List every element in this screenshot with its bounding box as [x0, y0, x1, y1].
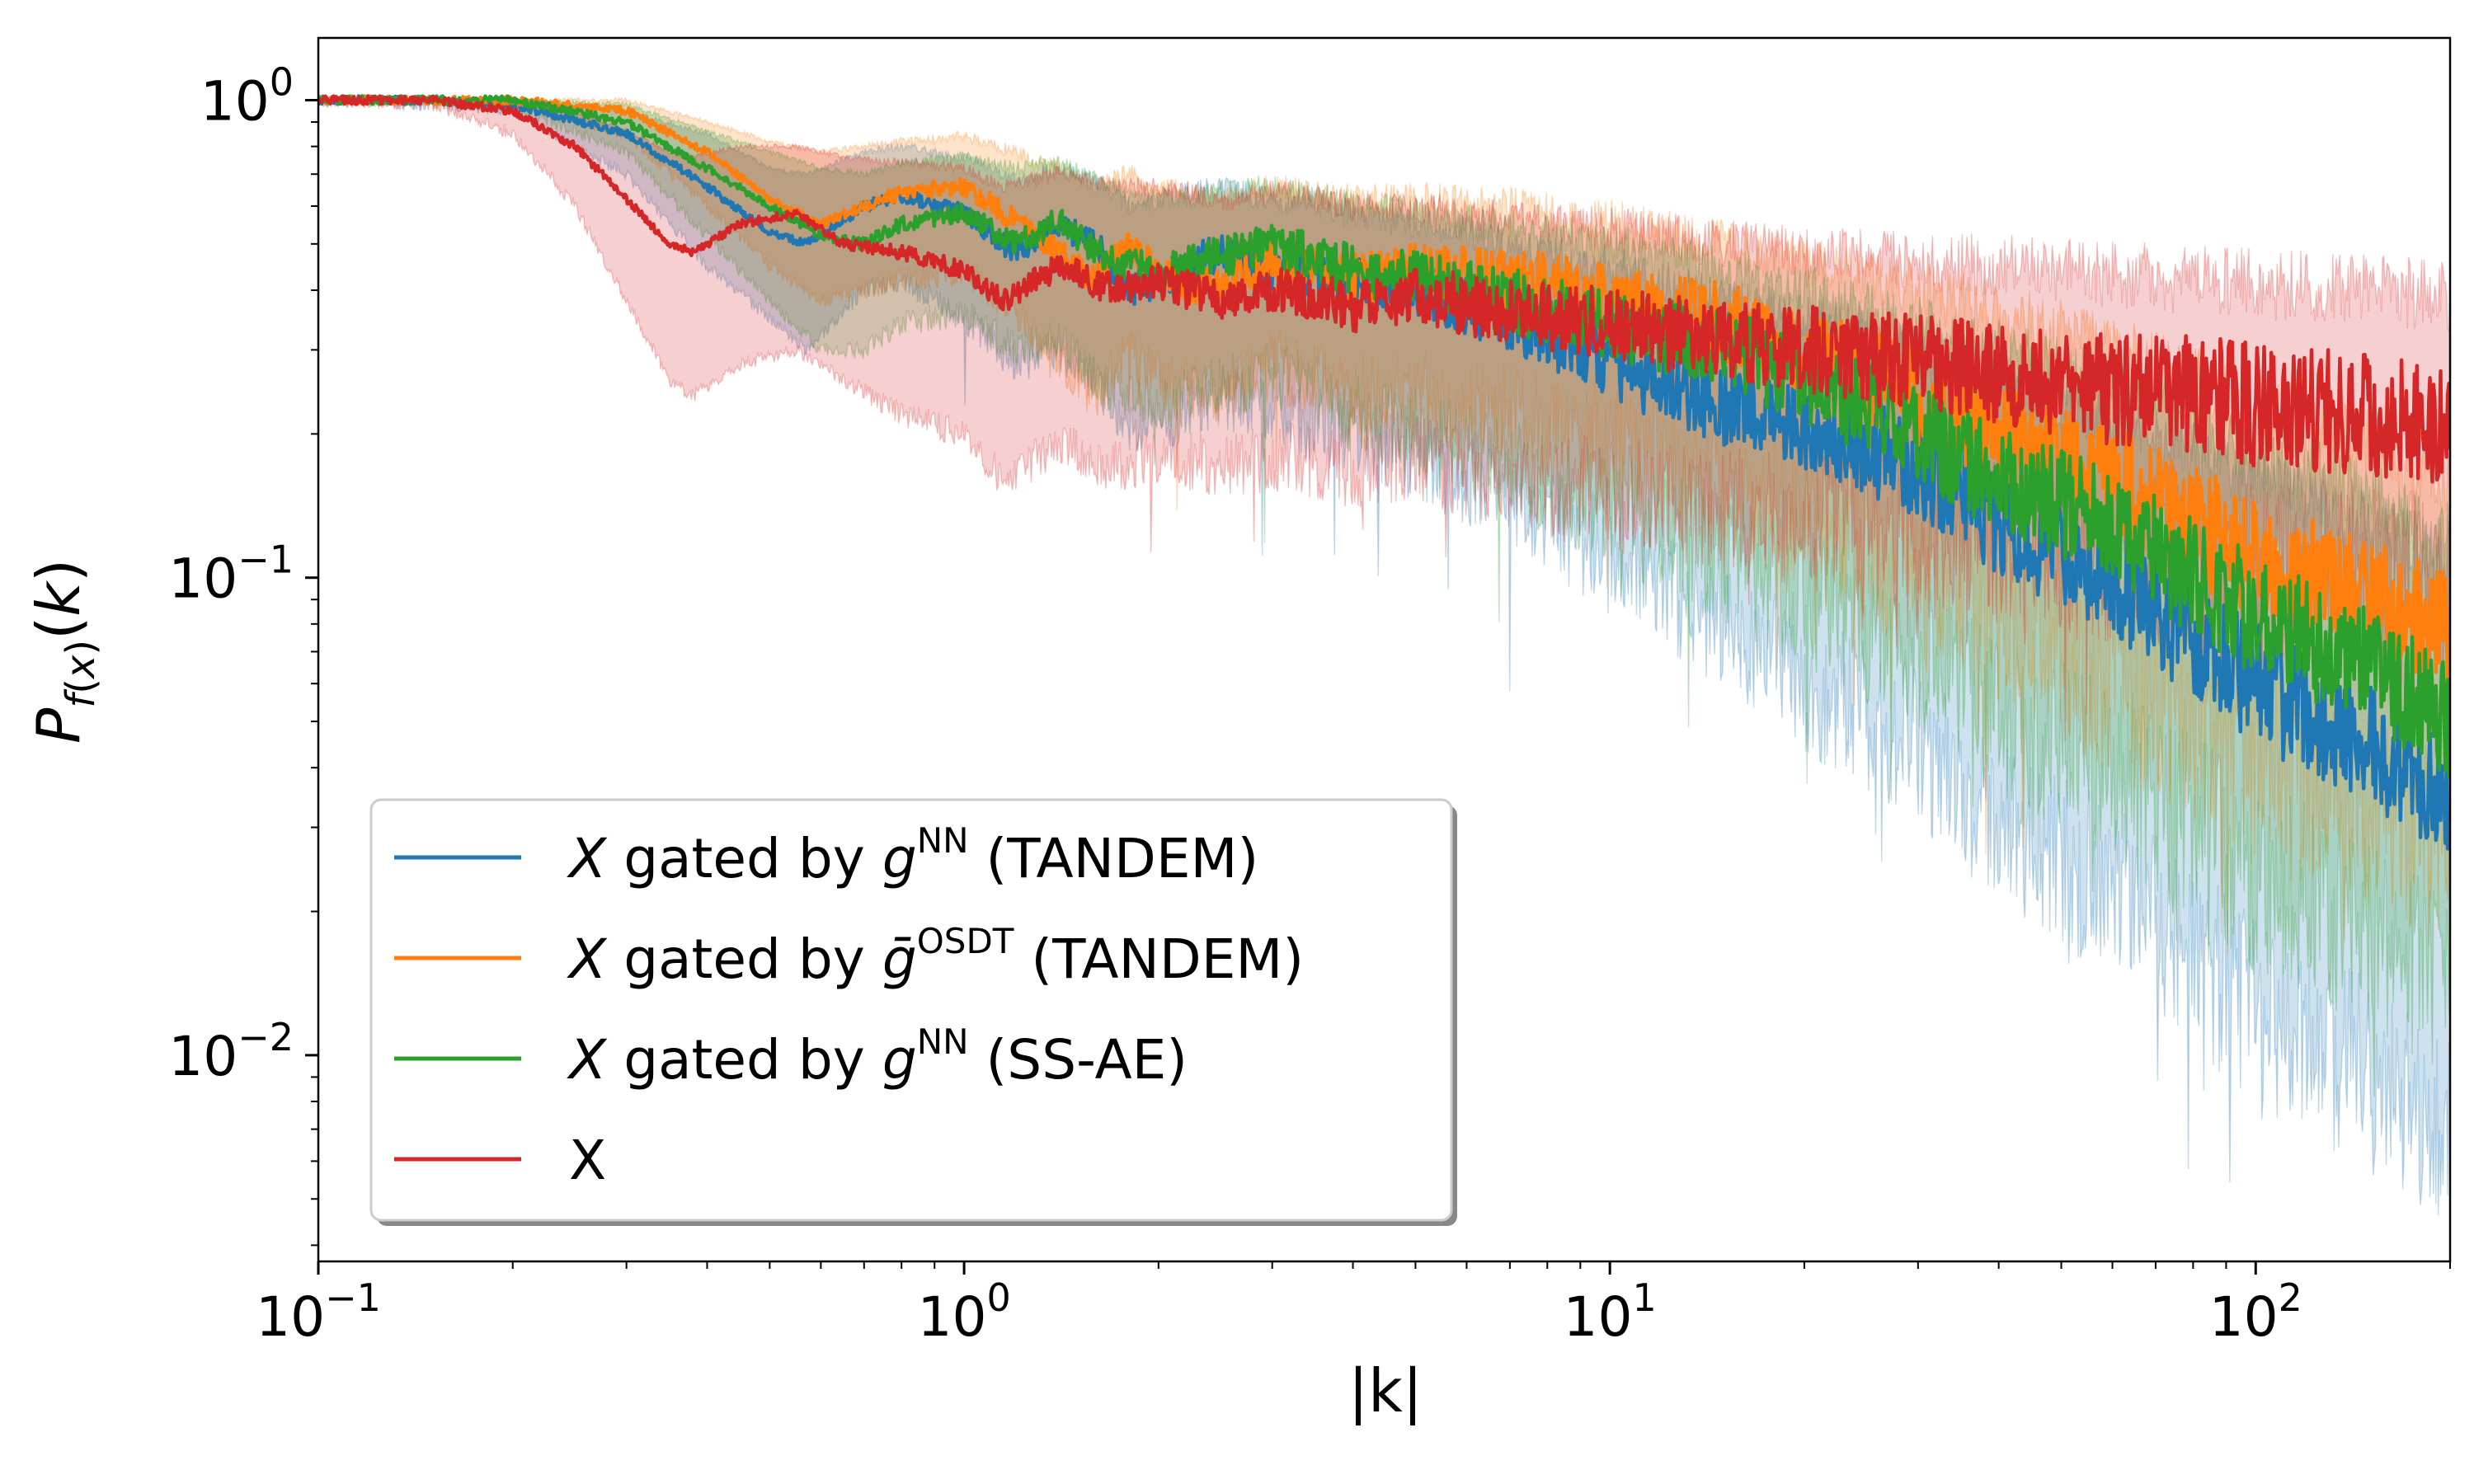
- series-line-4: [318, 94, 2450, 484]
- legend-label: X gated by ḡOSDT (TANDEM): [567, 921, 1304, 991]
- y-tick-label: 10−2: [168, 1015, 294, 1088]
- x-tick-label: 102: [2209, 1275, 2302, 1349]
- plot-area-frame: [317, 36, 2452, 1263]
- legend-box: [369, 798, 1453, 1222]
- series-lines: [318, 94, 2450, 851]
- svg-text:Pf(x)(k): Pf(x)(k): [24, 559, 104, 744]
- band-4: [318, 94, 2450, 821]
- y-tick-label: 10−1: [168, 538, 294, 611]
- legend: X gated by gNN (TANDEM) X gated by ḡOSDT …: [369, 798, 1453, 1222]
- x-tick-label: 101: [1564, 1275, 1657, 1349]
- legend-entry-3: X gated by gNN (SS-AE): [394, 1021, 1188, 1092]
- x-tick-label: 100: [917, 1275, 1010, 1349]
- x-axis-label: |k|: [1348, 1356, 1423, 1426]
- legend-entry-1: X gated by gNN (TANDEM): [394, 820, 1258, 890]
- x-tick-label: 10−1: [256, 1275, 381, 1349]
- band-2: [318, 94, 2450, 956]
- legend-entry-4: X: [394, 1129, 606, 1192]
- legend-label: X: [569, 1129, 606, 1192]
- legend-label: X gated by gNN (TANDEM): [567, 820, 1258, 890]
- y-tick-label: 100: [200, 59, 294, 133]
- x-axis: 10−1 100 101 102: [256, 1261, 2451, 1349]
- legend-entry-2: X gated by ḡOSDT (TANDEM): [394, 921, 1304, 991]
- y-axis: 100 10−1 10−2: [168, 59, 318, 1247]
- legend-label: X gated by gNN (SS-AE): [567, 1021, 1188, 1092]
- y-axis-label: Pf(x)(k): [24, 559, 104, 744]
